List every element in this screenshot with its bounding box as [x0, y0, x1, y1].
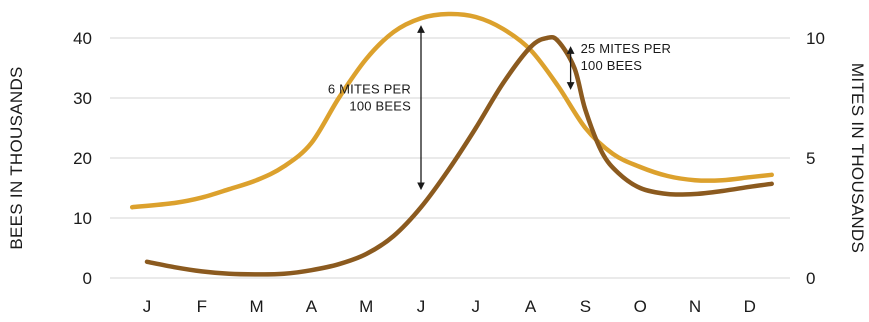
x-tick-label: S [580, 297, 591, 316]
x-tick-label: J [417, 297, 426, 316]
left-tick-label: 40 [73, 29, 92, 48]
x-tick-label: A [306, 297, 318, 316]
left-tick-label: 20 [73, 149, 92, 168]
left-tick-label: 30 [73, 89, 92, 108]
x-tick-label: J [472, 297, 481, 316]
right-tick-label: 0 [806, 269, 815, 288]
left-tick-label: 10 [73, 209, 92, 228]
x-tick-label: A [525, 297, 537, 316]
left-axis-ticks: 0 10 20 30 40 [73, 29, 92, 288]
right-tick-label: 5 [806, 149, 815, 168]
right-axis-title: MITES IN THOUSANDS [848, 63, 867, 253]
annotation-label: 100 BEES [349, 99, 411, 114]
annotation-label: 25 MITES PER [581, 41, 672, 56]
right-tick-label: 10 [806, 29, 825, 48]
annotation-label: 6 MITES PER [328, 82, 411, 97]
x-tick-label: O [634, 297, 647, 316]
series-line-0 [129, 11, 774, 210]
series-line-1 [144, 34, 774, 277]
annotation-label: 100 BEES [581, 58, 643, 73]
grid [110, 37, 790, 279]
x-tick-label: N [689, 297, 701, 316]
x-tick-label: F [197, 297, 207, 316]
series [129, 11, 774, 277]
x-tick-label: J [143, 297, 152, 316]
x-tick-label: M [359, 297, 373, 316]
x-tick-label: D [744, 297, 756, 316]
left-tick-label: 0 [83, 269, 92, 288]
left-axis-title: BEES IN THOUSANDS [7, 66, 26, 249]
annotations: 6 MITES PER 100 BEES 25 MITES PER 100 BEES [328, 25, 672, 191]
right-axis-ticks: 0 5 10 [806, 29, 825, 288]
x-tick-label: M [250, 297, 264, 316]
